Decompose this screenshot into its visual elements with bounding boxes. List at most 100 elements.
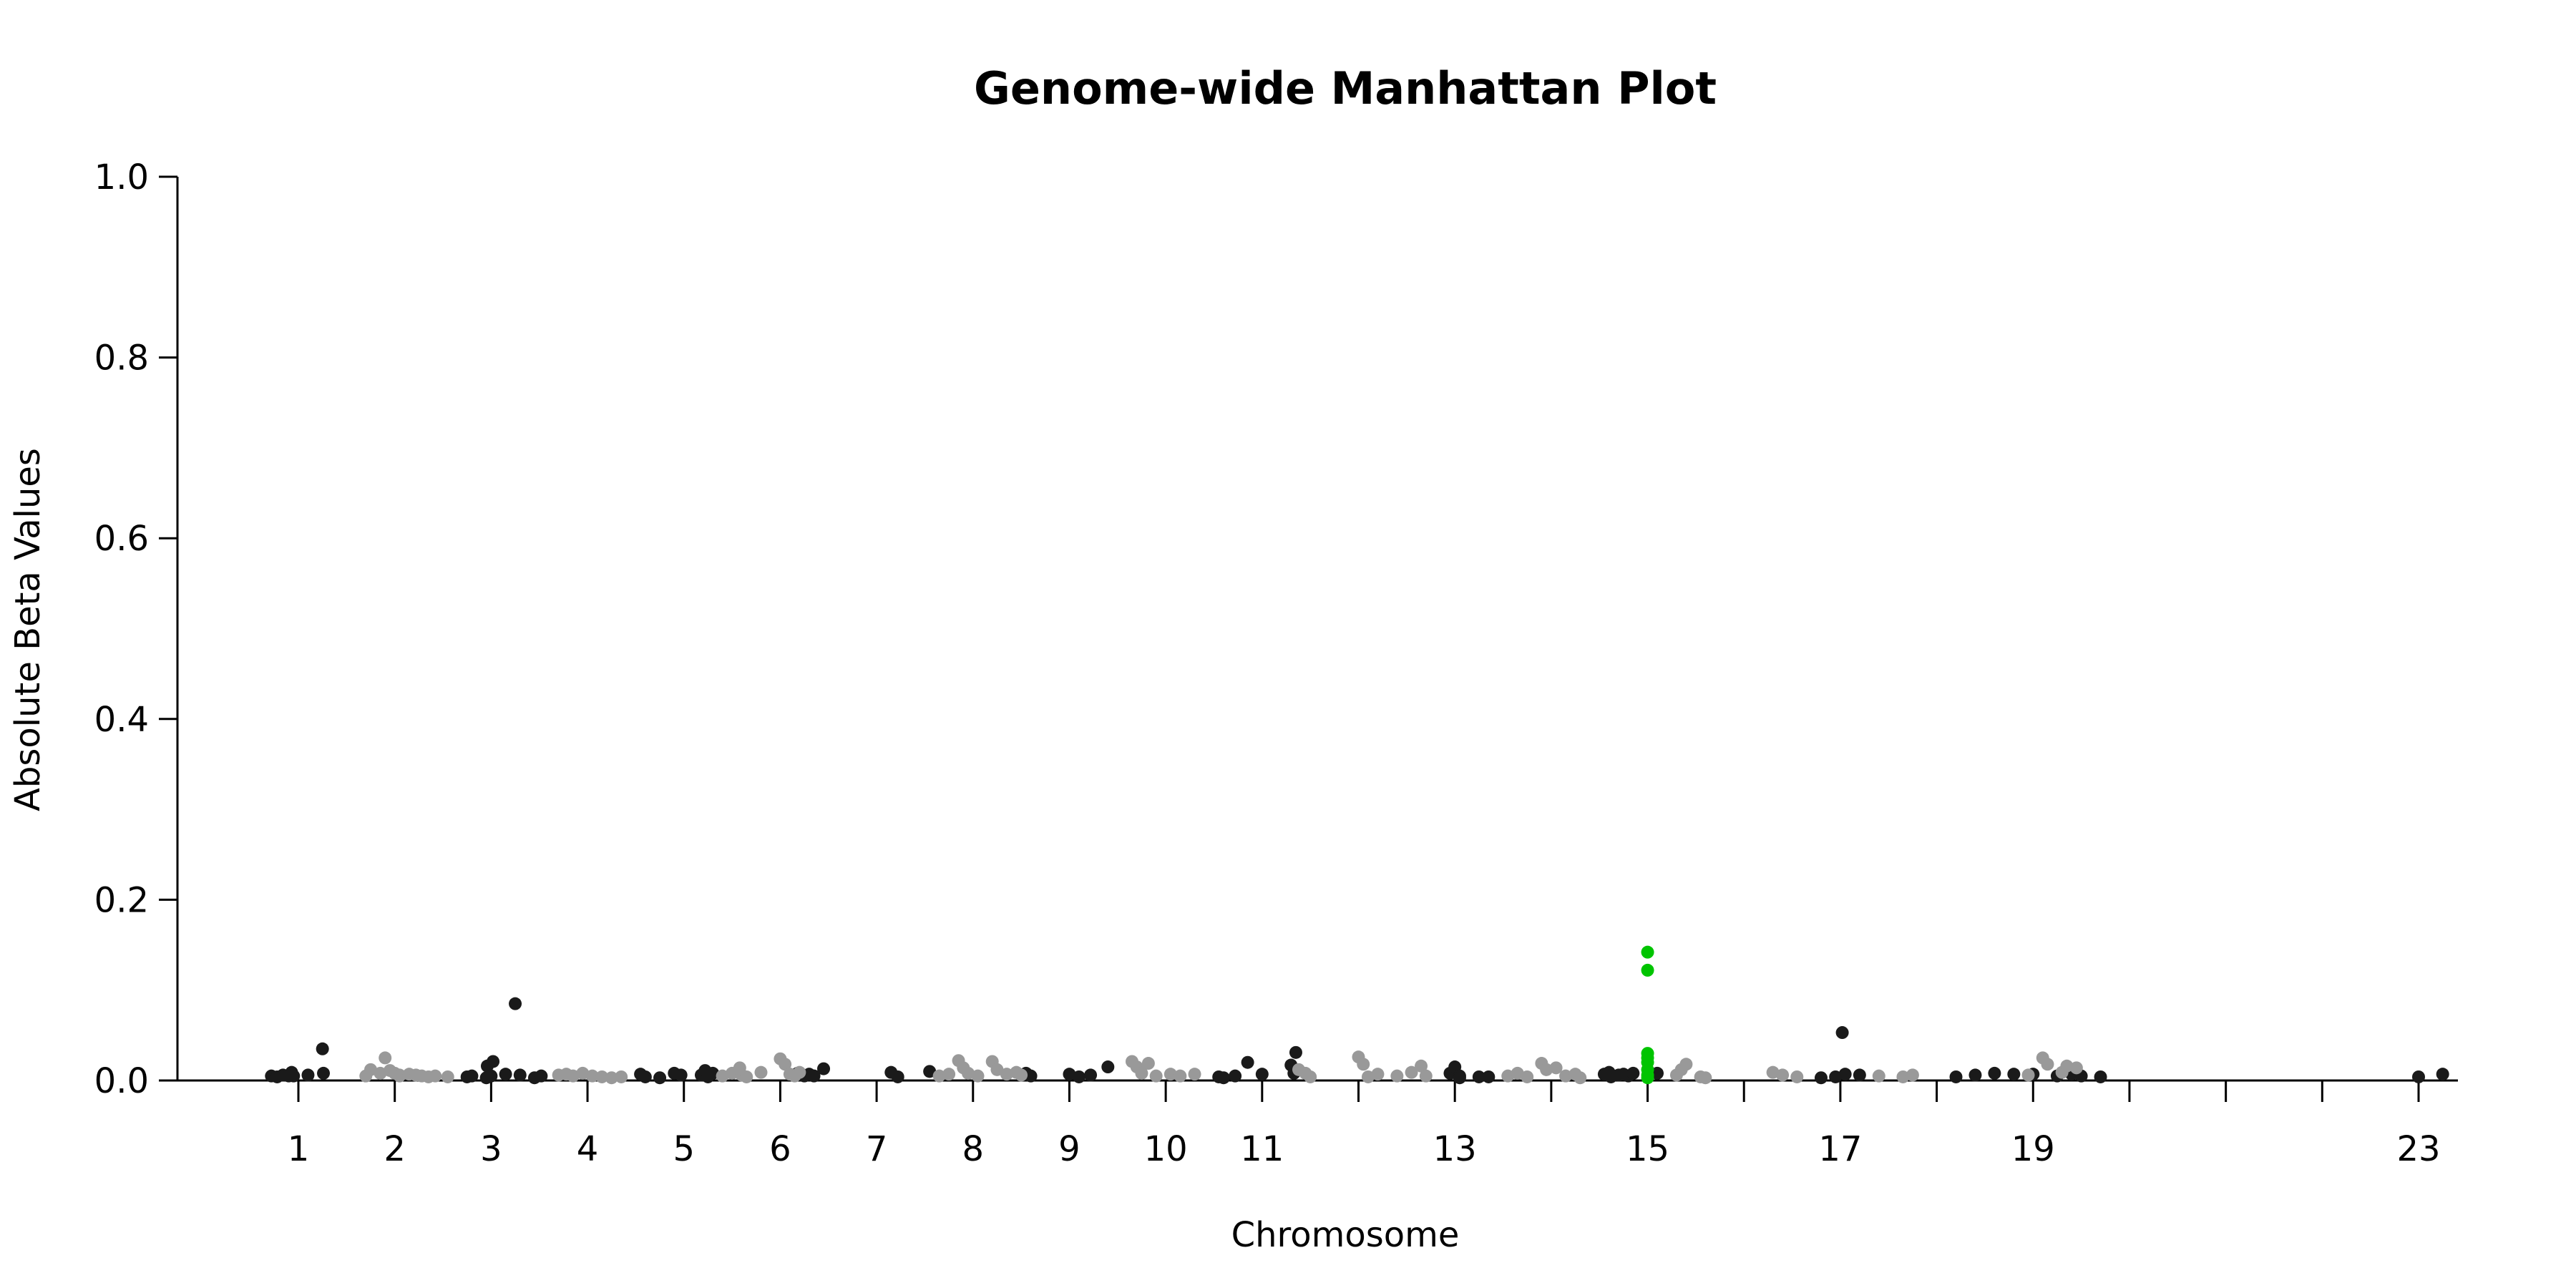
x-tick-label: 13: [1433, 1129, 1477, 1169]
y-tick-label: 1.0: [94, 157, 149, 197]
data-point: [1289, 1045, 1302, 1059]
x-tick-label: 23: [2396, 1129, 2440, 1169]
data-point: [802, 1068, 816, 1081]
data-point: [1896, 1070, 1910, 1083]
data-point: [779, 1058, 792, 1071]
data-point: [1835, 1026, 1849, 1040]
y-tick-label: 0.6: [94, 519, 149, 559]
data-point: [484, 1069, 498, 1083]
data-point: [1135, 1066, 1148, 1080]
x-axis: 1 2 3 4 5 6 7 8 9 10 11 13 15 17 19 23: [177, 1079, 2458, 1169]
data-point: [653, 1071, 667, 1085]
data-point: [1000, 1068, 1013, 1081]
x-tick-label: 10: [1144, 1129, 1188, 1169]
x-tick-label: 8: [962, 1129, 984, 1169]
x-tick-label: 19: [2011, 1129, 2055, 1169]
x-tick-label: 11: [1240, 1129, 1284, 1169]
data-point: [1988, 1066, 2001, 1080]
x-tick-label: 4: [577, 1129, 599, 1169]
data-point: [393, 1069, 406, 1083]
data-point: [429, 1069, 442, 1083]
data-point: [788, 1069, 801, 1083]
data-point: [701, 1070, 715, 1083]
data-point: [1626, 1066, 1640, 1080]
data-point: [499, 1068, 512, 1081]
data-point: [1255, 1068, 1269, 1081]
data-point: [535, 1069, 548, 1083]
data-point: [2436, 1068, 2449, 1081]
data-point: [1521, 1070, 1534, 1083]
data-point: [1838, 1068, 1852, 1081]
x-tick-label: 9: [1058, 1129, 1080, 1169]
data-point: [1015, 1068, 1028, 1082]
data-point: [1641, 1071, 1654, 1085]
data-point: [1472, 1070, 1485, 1083]
y-axis-label: Absolute Beta Values: [8, 448, 48, 811]
data-point: [605, 1071, 618, 1085]
data-point: [1216, 1071, 1230, 1085]
data-point: [1968, 1068, 1982, 1082]
y-tick-label: 0.0: [94, 1061, 149, 1101]
data-point: [379, 1051, 392, 1065]
data-point: [2007, 1068, 2021, 1081]
x-tick-label: 17: [1818, 1129, 1862, 1169]
data-point: [891, 1070, 904, 1083]
data-point: [1101, 1060, 1115, 1074]
data-point: [359, 1069, 373, 1083]
data-point: [487, 1055, 500, 1068]
data-points: [265, 945, 2449, 1085]
data-point: [2094, 1070, 2107, 1083]
data-point: [1163, 1068, 1177, 1081]
y-axis: 0.0 0.2 0.4 0.6 0.8 1.0: [94, 157, 179, 1101]
data-point: [971, 1069, 985, 1083]
data-point: [932, 1069, 946, 1083]
data-point: [2069, 1061, 2083, 1075]
data-point: [990, 1063, 1004, 1076]
data-point: [1853, 1068, 1866, 1082]
data-point: [1549, 1061, 1563, 1075]
data-point: [1679, 1058, 1693, 1071]
y-tick-label: 0.2: [94, 880, 149, 920]
data-point: [1574, 1071, 1587, 1085]
data-point: [1084, 1068, 1098, 1082]
data-point: [1906, 1068, 1919, 1082]
data-point: [301, 1068, 315, 1082]
data-point: [441, 1070, 454, 1083]
y-tick-label: 0.8: [94, 338, 149, 379]
data-point: [1641, 945, 1654, 959]
data-point: [1872, 1069, 1885, 1083]
data-point: [1188, 1068, 1201, 1081]
data-point: [1141, 1057, 1155, 1070]
data-point: [465, 1069, 479, 1083]
data-point: [1357, 1058, 1370, 1071]
data-point: [287, 1069, 301, 1083]
x-tick-label: 6: [769, 1129, 791, 1169]
data-point: [1559, 1069, 1573, 1083]
data-point: [509, 997, 522, 1010]
x-tick-label: 7: [866, 1129, 888, 1169]
data-point: [317, 1066, 331, 1080]
data-point: [1304, 1070, 1317, 1083]
data-point: [1641, 963, 1654, 977]
data-point: [615, 1070, 628, 1083]
data-point: [513, 1068, 527, 1082]
x-tick-label: 1: [288, 1129, 310, 1169]
data-point: [740, 1070, 753, 1083]
data-point: [1371, 1068, 1385, 1081]
data-point: [674, 1068, 688, 1082]
y-tick-label: 0.4: [94, 700, 149, 740]
data-point: [1149, 1069, 1163, 1083]
data-point: [2041, 1058, 2054, 1071]
data-point: [1390, 1069, 1404, 1083]
data-point: [1072, 1070, 1085, 1083]
data-point: [1241, 1055, 1254, 1069]
data-point: [1949, 1070, 1963, 1083]
data-point: [1174, 1069, 1187, 1083]
data-point: [1453, 1071, 1466, 1085]
data-point: [2412, 1070, 2425, 1083]
chart-title: Genome-wide Manhattan Plot: [974, 62, 1717, 114]
data-point: [1405, 1065, 1418, 1079]
data-point: [585, 1069, 599, 1083]
data-point: [1776, 1068, 1790, 1082]
data-point: [1415, 1059, 1428, 1073]
